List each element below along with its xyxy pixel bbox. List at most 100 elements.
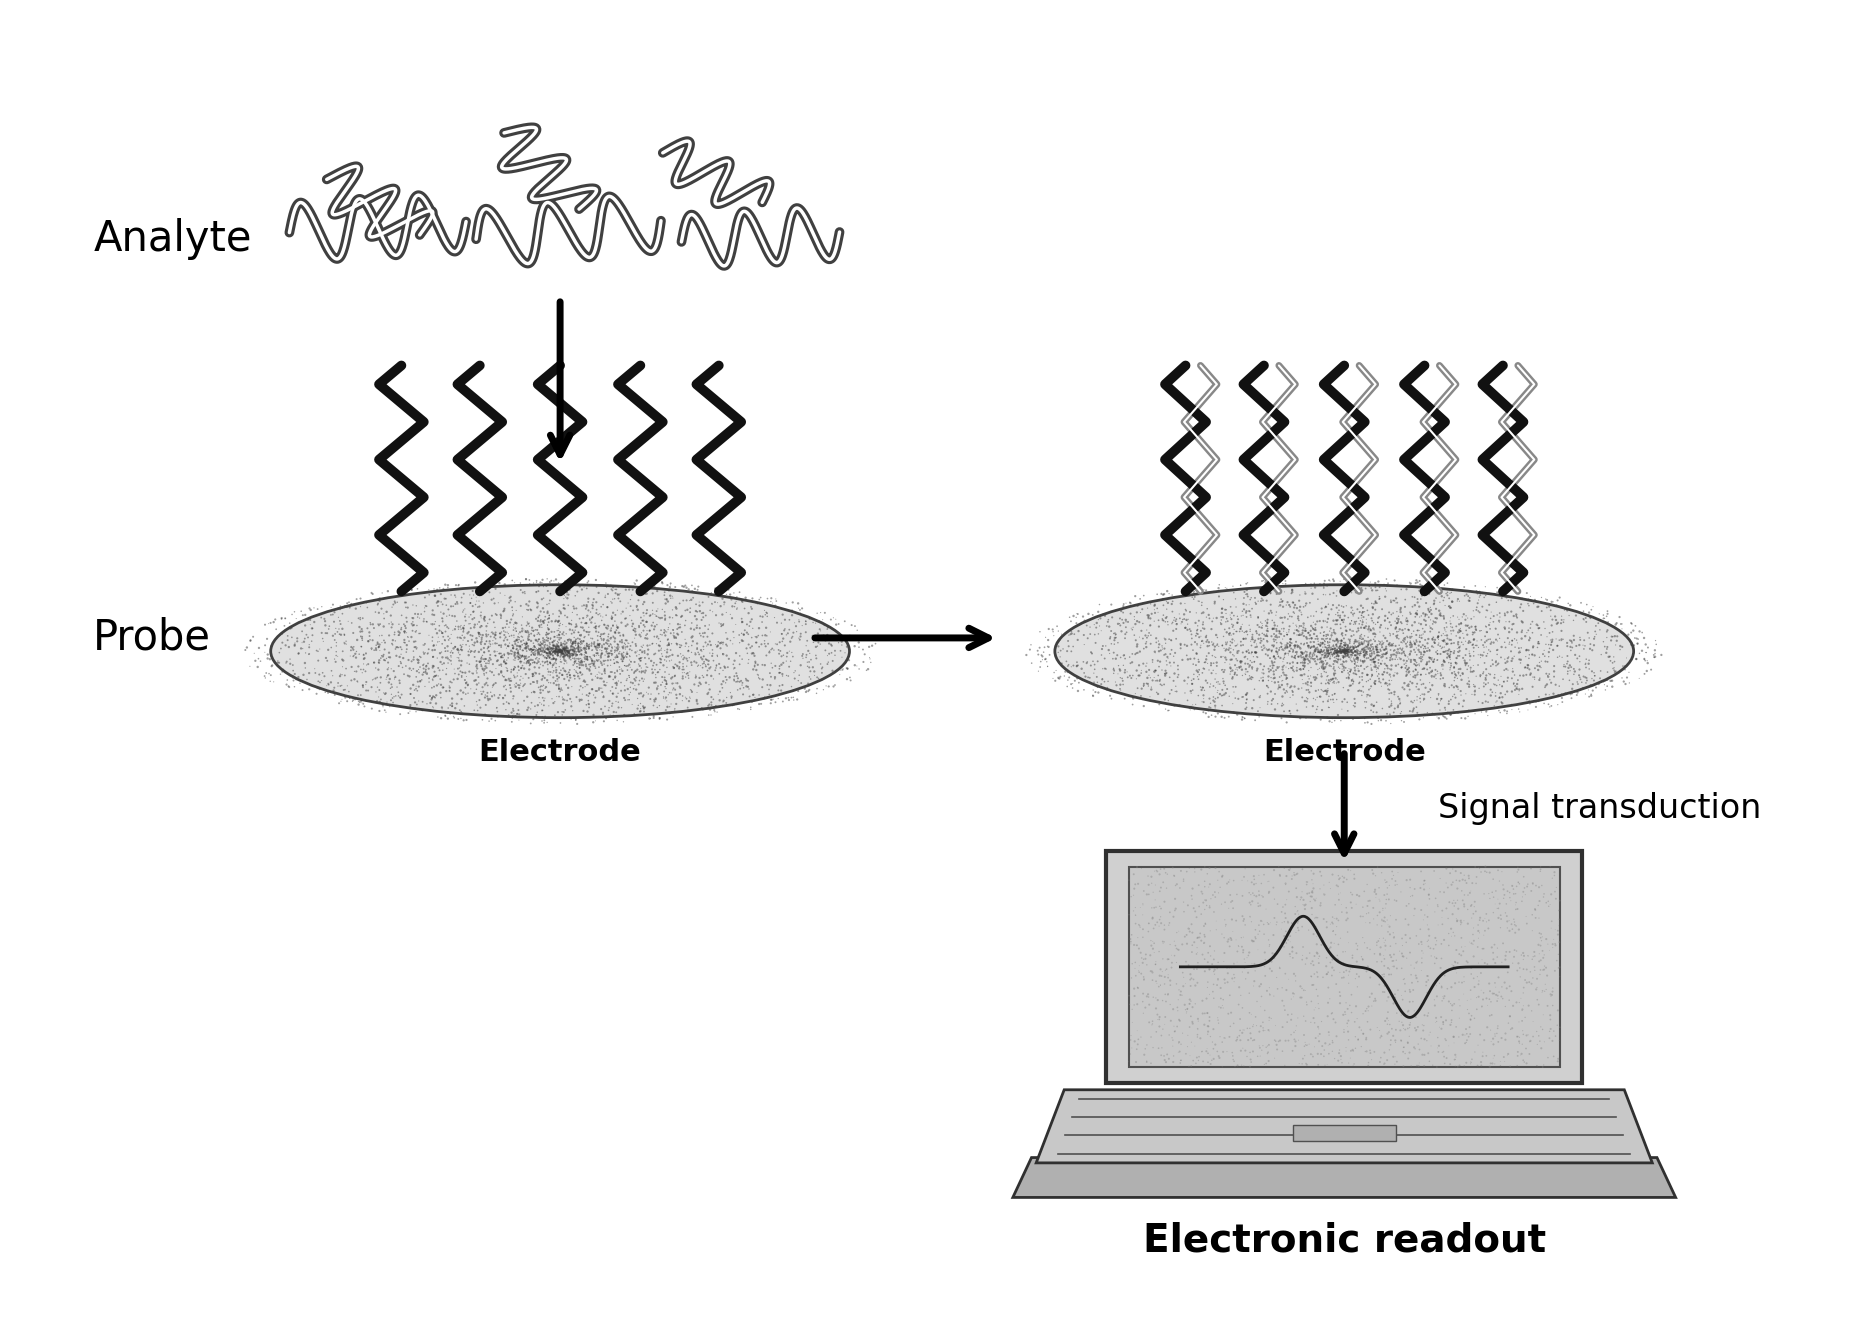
Point (1329, 647, 1359, 668)
Point (1318, 570, 1348, 591)
Point (1467, 663, 1497, 684)
Point (719, 621, 749, 642)
Point (1348, 634, 1378, 655)
Point (1391, 948, 1421, 969)
Point (534, 672, 564, 694)
Point (1202, 635, 1232, 657)
Point (779, 687, 808, 708)
Point (1441, 908, 1471, 929)
Point (1143, 583, 1172, 605)
Point (745, 606, 775, 627)
Point (1525, 924, 1555, 945)
Point (401, 661, 431, 682)
Point (1402, 950, 1432, 971)
Point (1482, 987, 1512, 1009)
Point (1378, 868, 1408, 889)
Point (506, 658, 536, 679)
Point (536, 639, 566, 661)
Point (1172, 635, 1202, 657)
Point (1307, 679, 1337, 700)
Point (358, 653, 388, 674)
Point (1284, 610, 1314, 631)
Point (474, 582, 504, 603)
Point (1380, 1054, 1410, 1075)
Point (1439, 684, 1469, 706)
Point (1260, 577, 1290, 598)
Point (1363, 653, 1393, 674)
Point (1417, 675, 1447, 696)
Point (1139, 938, 1169, 960)
Point (1029, 637, 1059, 658)
Point (1296, 860, 1326, 881)
Point (1477, 991, 1507, 1013)
Point (1236, 587, 1266, 609)
Point (575, 683, 605, 704)
Point (1342, 635, 1372, 657)
Point (1311, 956, 1341, 977)
Point (1387, 638, 1417, 659)
Point (420, 585, 450, 606)
Point (767, 623, 797, 645)
Point (502, 638, 532, 659)
Point (596, 655, 625, 676)
Point (401, 619, 431, 641)
Point (1402, 603, 1432, 625)
Point (553, 641, 583, 662)
Point (1260, 1015, 1290, 1037)
Point (444, 618, 474, 639)
Point (1148, 609, 1178, 630)
Point (489, 601, 519, 622)
Point (1609, 671, 1639, 692)
Point (543, 635, 573, 657)
Point (235, 630, 265, 651)
Point (575, 609, 605, 630)
Point (1348, 602, 1378, 623)
Point (1555, 670, 1585, 691)
Point (1249, 864, 1279, 885)
Point (502, 666, 532, 687)
Point (1451, 869, 1481, 890)
Point (1453, 898, 1482, 920)
Point (1307, 699, 1337, 720)
Point (1271, 668, 1301, 690)
Point (652, 699, 681, 720)
Point (1333, 679, 1363, 700)
Point (1232, 583, 1262, 605)
Point (1561, 605, 1591, 626)
Point (1186, 904, 1215, 925)
Point (1094, 639, 1124, 661)
Point (698, 623, 728, 645)
Point (1430, 637, 1460, 658)
Point (609, 651, 639, 672)
Point (1527, 651, 1557, 672)
Point (1243, 607, 1273, 629)
Point (1268, 590, 1298, 611)
Point (1391, 609, 1421, 630)
Point (1313, 642, 1342, 663)
Point (1544, 966, 1574, 987)
Point (1309, 573, 1339, 594)
Point (515, 653, 545, 674)
Point (549, 634, 579, 655)
Point (590, 661, 620, 682)
Point (513, 638, 543, 659)
Point (1382, 613, 1411, 634)
Point (1466, 962, 1495, 983)
Point (403, 653, 433, 674)
Point (1253, 870, 1283, 892)
Point (803, 623, 833, 645)
Point (1406, 1027, 1436, 1049)
Point (1294, 622, 1324, 643)
Point (1243, 914, 1273, 936)
Point (1309, 661, 1339, 682)
Point (577, 653, 607, 674)
Point (536, 638, 566, 659)
Point (1277, 1041, 1307, 1062)
Point (584, 645, 614, 666)
Point (1466, 979, 1495, 1001)
Point (1296, 638, 1326, 659)
Point (655, 645, 685, 666)
Point (1271, 637, 1301, 658)
Point (1553, 658, 1583, 679)
Point (1400, 898, 1430, 920)
